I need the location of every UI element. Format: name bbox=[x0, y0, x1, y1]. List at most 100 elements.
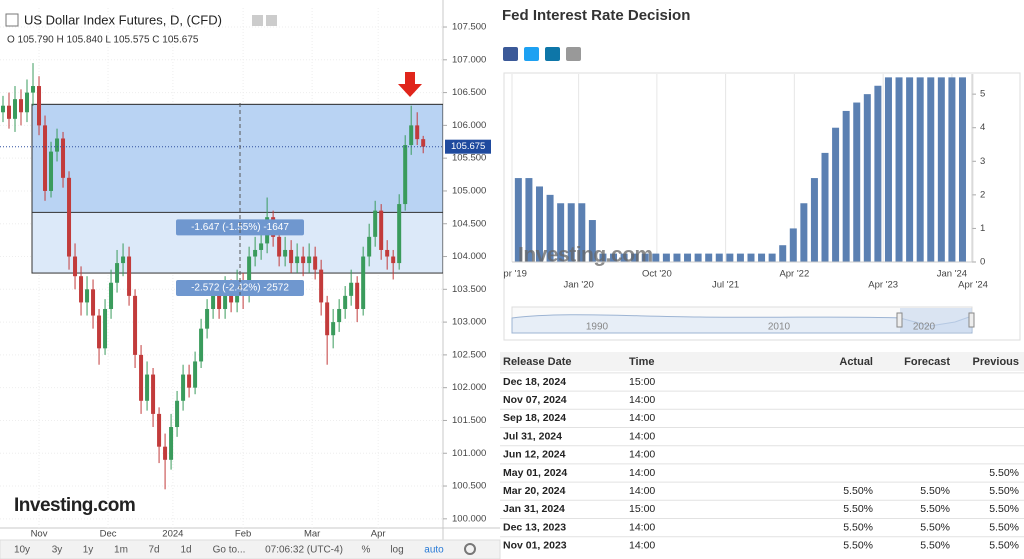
table-cell: 15:00 bbox=[629, 503, 655, 515]
y-tick-label: 3 bbox=[980, 156, 985, 167]
toolbar-button[interactable]: 1d bbox=[180, 545, 191, 556]
candle-body bbox=[283, 249, 288, 257]
table-header-bg bbox=[500, 352, 1024, 371]
panel-title: Fed Interest Rate Decision bbox=[502, 7, 690, 24]
bar bbox=[705, 253, 713, 262]
x-tick-label: Apr '22 bbox=[779, 269, 809, 280]
candle-body bbox=[139, 354, 144, 401]
gear-icon[interactable] bbox=[464, 543, 476, 555]
release-date: Dec 18, 2024 bbox=[503, 376, 566, 388]
navigator-handle[interactable] bbox=[896, 312, 903, 328]
table-cell: 15:00 bbox=[629, 376, 655, 388]
bar bbox=[546, 194, 554, 262]
y-tick-label: 103.500 bbox=[452, 284, 486, 295]
candle-body bbox=[301, 256, 306, 264]
release-date: Nov 01, 2023 bbox=[503, 540, 567, 552]
candle-body bbox=[133, 295, 138, 355]
table-cell: 14:00 bbox=[629, 485, 655, 497]
bar bbox=[525, 178, 533, 262]
bar bbox=[927, 77, 935, 262]
collapse-icon bbox=[5, 13, 19, 27]
arrow-icon bbox=[398, 72, 422, 97]
navigator-label: 2020 bbox=[913, 322, 936, 333]
navigator-label: 1990 bbox=[586, 322, 609, 333]
candle-body bbox=[7, 105, 12, 119]
toolbar-button[interactable]: 07:06:32 (UTC-4) bbox=[265, 545, 343, 556]
table-cell: 5.50% bbox=[920, 540, 950, 552]
navigator-handle[interactable] bbox=[968, 312, 975, 328]
candle-body bbox=[187, 374, 192, 388]
toolbar-button[interactable]: Go to... bbox=[213, 545, 246, 556]
toolbar-button[interactable]: log bbox=[390, 545, 403, 556]
candle-body bbox=[31, 86, 36, 93]
table-cell: 14:00 bbox=[629, 449, 655, 461]
table: Release Date Time Actual Forecast Previous De… bbox=[500, 352, 1024, 552]
table-cell: 5.50% bbox=[843, 503, 873, 515]
toolbar-button[interactable]: auto bbox=[424, 545, 444, 556]
table-cell: 5.50% bbox=[920, 521, 950, 533]
candle-body bbox=[355, 282, 360, 309]
candle-body bbox=[163, 446, 168, 460]
candle-body bbox=[79, 276, 84, 303]
navigator-label: 2010 bbox=[768, 322, 791, 333]
column-header: Actual bbox=[839, 356, 873, 368]
share-email[interactable] bbox=[566, 47, 581, 61]
column-header: Time bbox=[629, 356, 654, 368]
candle-body bbox=[181, 374, 186, 401]
table-cell: 14:00 bbox=[629, 412, 655, 424]
bar bbox=[747, 253, 755, 262]
bar bbox=[842, 110, 850, 262]
candle-body bbox=[307, 256, 312, 264]
y-tick-label: 102.500 bbox=[452, 349, 486, 360]
candle-body bbox=[199, 328, 204, 362]
release-date: May 01, 2024 bbox=[503, 467, 567, 479]
toolbar-items: 10y 3y 1y 1m 7d 1d Go to... 07:06:32 (UTC-4)% lo… bbox=[14, 545, 444, 556]
candle-body bbox=[223, 289, 228, 309]
candle-body bbox=[397, 204, 402, 264]
candle-body bbox=[385, 249, 390, 257]
bar bbox=[874, 85, 882, 262]
settings-icon[interactable] bbox=[252, 15, 263, 26]
column-header: Previous bbox=[973, 356, 1019, 368]
share-x[interactable] bbox=[524, 47, 539, 61]
last-price-label: 105.675 bbox=[451, 141, 485, 152]
candle-body bbox=[295, 256, 300, 264]
close-icon[interactable] bbox=[266, 15, 277, 26]
candle-body bbox=[349, 282, 354, 296]
toolbar-button[interactable]: 3y bbox=[52, 545, 63, 556]
candle-body bbox=[247, 256, 252, 296]
candle-body bbox=[25, 92, 30, 113]
candle-body bbox=[109, 282, 114, 309]
candle-body bbox=[127, 256, 132, 296]
table-cell: 5.50% bbox=[920, 485, 950, 497]
x-tick-label: Apr '19 bbox=[497, 269, 527, 280]
x-tick-label: Jan '24 bbox=[937, 269, 967, 280]
toolbar-button[interactable]: 1m bbox=[114, 545, 128, 556]
y-tick-label: 104.000 bbox=[452, 251, 486, 262]
x-tick-label: Nov bbox=[31, 529, 48, 540]
candle-body bbox=[1, 105, 6, 113]
candle-body bbox=[379, 210, 384, 250]
y-tick-label: 4 bbox=[980, 122, 985, 133]
x-tick-label: Jul '21 bbox=[712, 280, 739, 291]
toolbar-button[interactable]: 10y bbox=[14, 545, 30, 556]
chart-title: US Dollar Index Futures, D, (CFD) bbox=[24, 12, 222, 27]
share-facebook[interactable] bbox=[503, 47, 518, 61]
bar bbox=[578, 203, 586, 262]
table-cell: 14:00 bbox=[629, 540, 655, 552]
toolbar-button[interactable]: 1y bbox=[83, 545, 94, 556]
y-tick-label: 105.500 bbox=[452, 153, 486, 164]
bar bbox=[567, 203, 575, 262]
bar bbox=[736, 253, 744, 262]
release-date: Nov 07, 2024 bbox=[503, 394, 567, 406]
candle-body bbox=[121, 256, 126, 264]
bar bbox=[641, 253, 649, 262]
y-tick-label: 106.500 bbox=[452, 87, 486, 98]
axis: 100.000 100.500 101.000 101.500 102.000 102.5… bbox=[31, 22, 491, 540]
toolbar-button[interactable]: % bbox=[362, 545, 371, 556]
navigator-window[interactable] bbox=[900, 308, 972, 332]
share-linkedin[interactable] bbox=[545, 47, 560, 61]
toolbar-button[interactable]: 7d bbox=[148, 545, 159, 556]
candle-body bbox=[151, 374, 156, 414]
